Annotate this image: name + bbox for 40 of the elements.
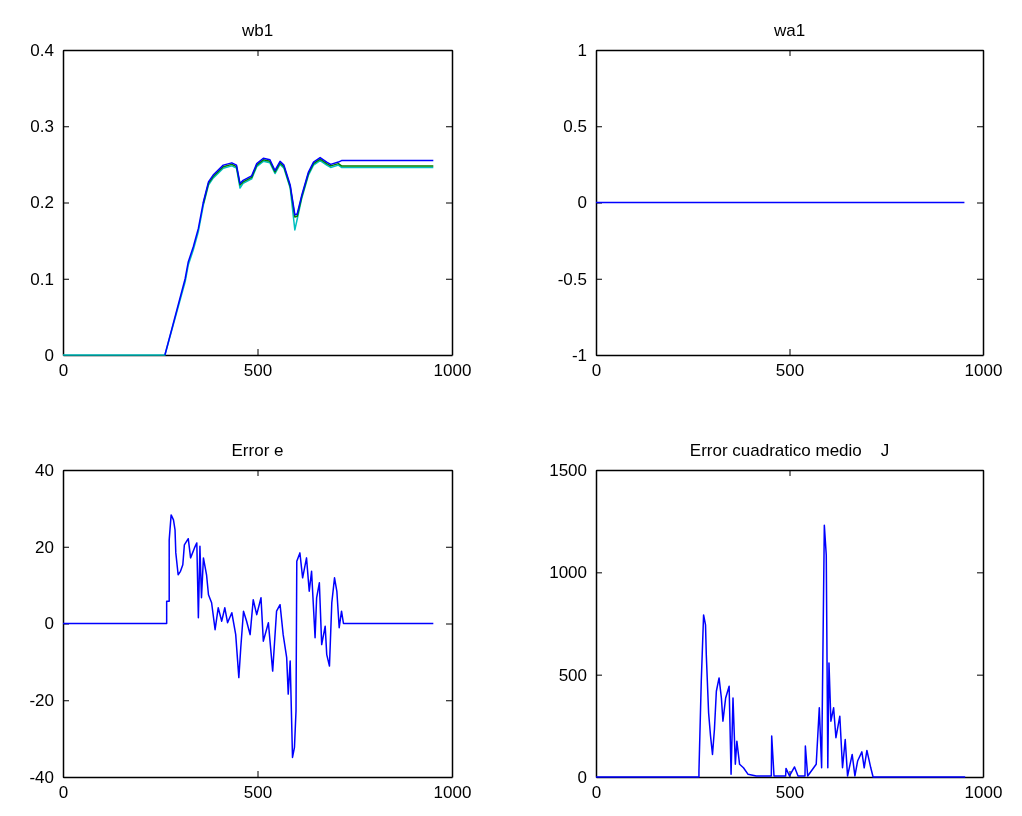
y-tick-label: 0	[577, 767, 587, 787]
line-series	[62, 514, 435, 759]
x-tick-label: 0	[58, 361, 69, 381]
y-tick-label: 500	[558, 665, 587, 685]
x-tick-label: 500	[775, 783, 805, 803]
y-tick-label: 1000	[549, 563, 587, 583]
y-tick-label: 0.2	[30, 193, 54, 213]
x-tick-label: 500	[243, 783, 273, 803]
chart-title: Error cuadratico medio J	[689, 441, 890, 460]
chart-title: wa1	[772, 21, 806, 40]
y-tick-label: -40	[29, 767, 54, 787]
y-tick-label: 0.3	[30, 117, 54, 137]
y-tick-label: -1	[571, 345, 587, 365]
x-tick-label: 500	[775, 361, 805, 381]
y-tick-label: -20	[29, 691, 54, 711]
y-tick-label: 1500	[549, 460, 587, 480]
y-tick-label: 40	[35, 460, 54, 480]
y-tick-label: 1	[577, 40, 587, 60]
chart-title: wb1	[240, 21, 274, 40]
x-tick-label: 1000	[433, 783, 472, 803]
y-tick-label: 0	[44, 614, 54, 634]
line-series	[62, 159, 435, 356]
y-tick-label: 0	[44, 345, 54, 365]
line-series	[595, 524, 966, 778]
y-tick-label: 0.4	[30, 40, 54, 60]
x-tick-label: 1000	[433, 361, 472, 381]
line-series	[164, 156, 435, 356]
x-tick-label: 0	[591, 783, 602, 803]
y-tick-label: 0.5	[563, 117, 587, 137]
x-tick-label: 1000	[964, 361, 1003, 381]
line-series	[202, 158, 435, 218]
x-tick-label: 0	[58, 783, 69, 803]
y-tick-label: -0.5	[557, 269, 587, 289]
chart-title: Error e	[231, 441, 284, 460]
y-tick-label: 0.1	[30, 269, 54, 289]
x-tick-label: 1000	[964, 783, 1003, 803]
x-tick-label: 0	[591, 361, 602, 381]
x-tick-label: 500	[243, 361, 273, 381]
y-tick-label: 0	[577, 193, 587, 213]
y-tick-label: 20	[35, 537, 54, 557]
